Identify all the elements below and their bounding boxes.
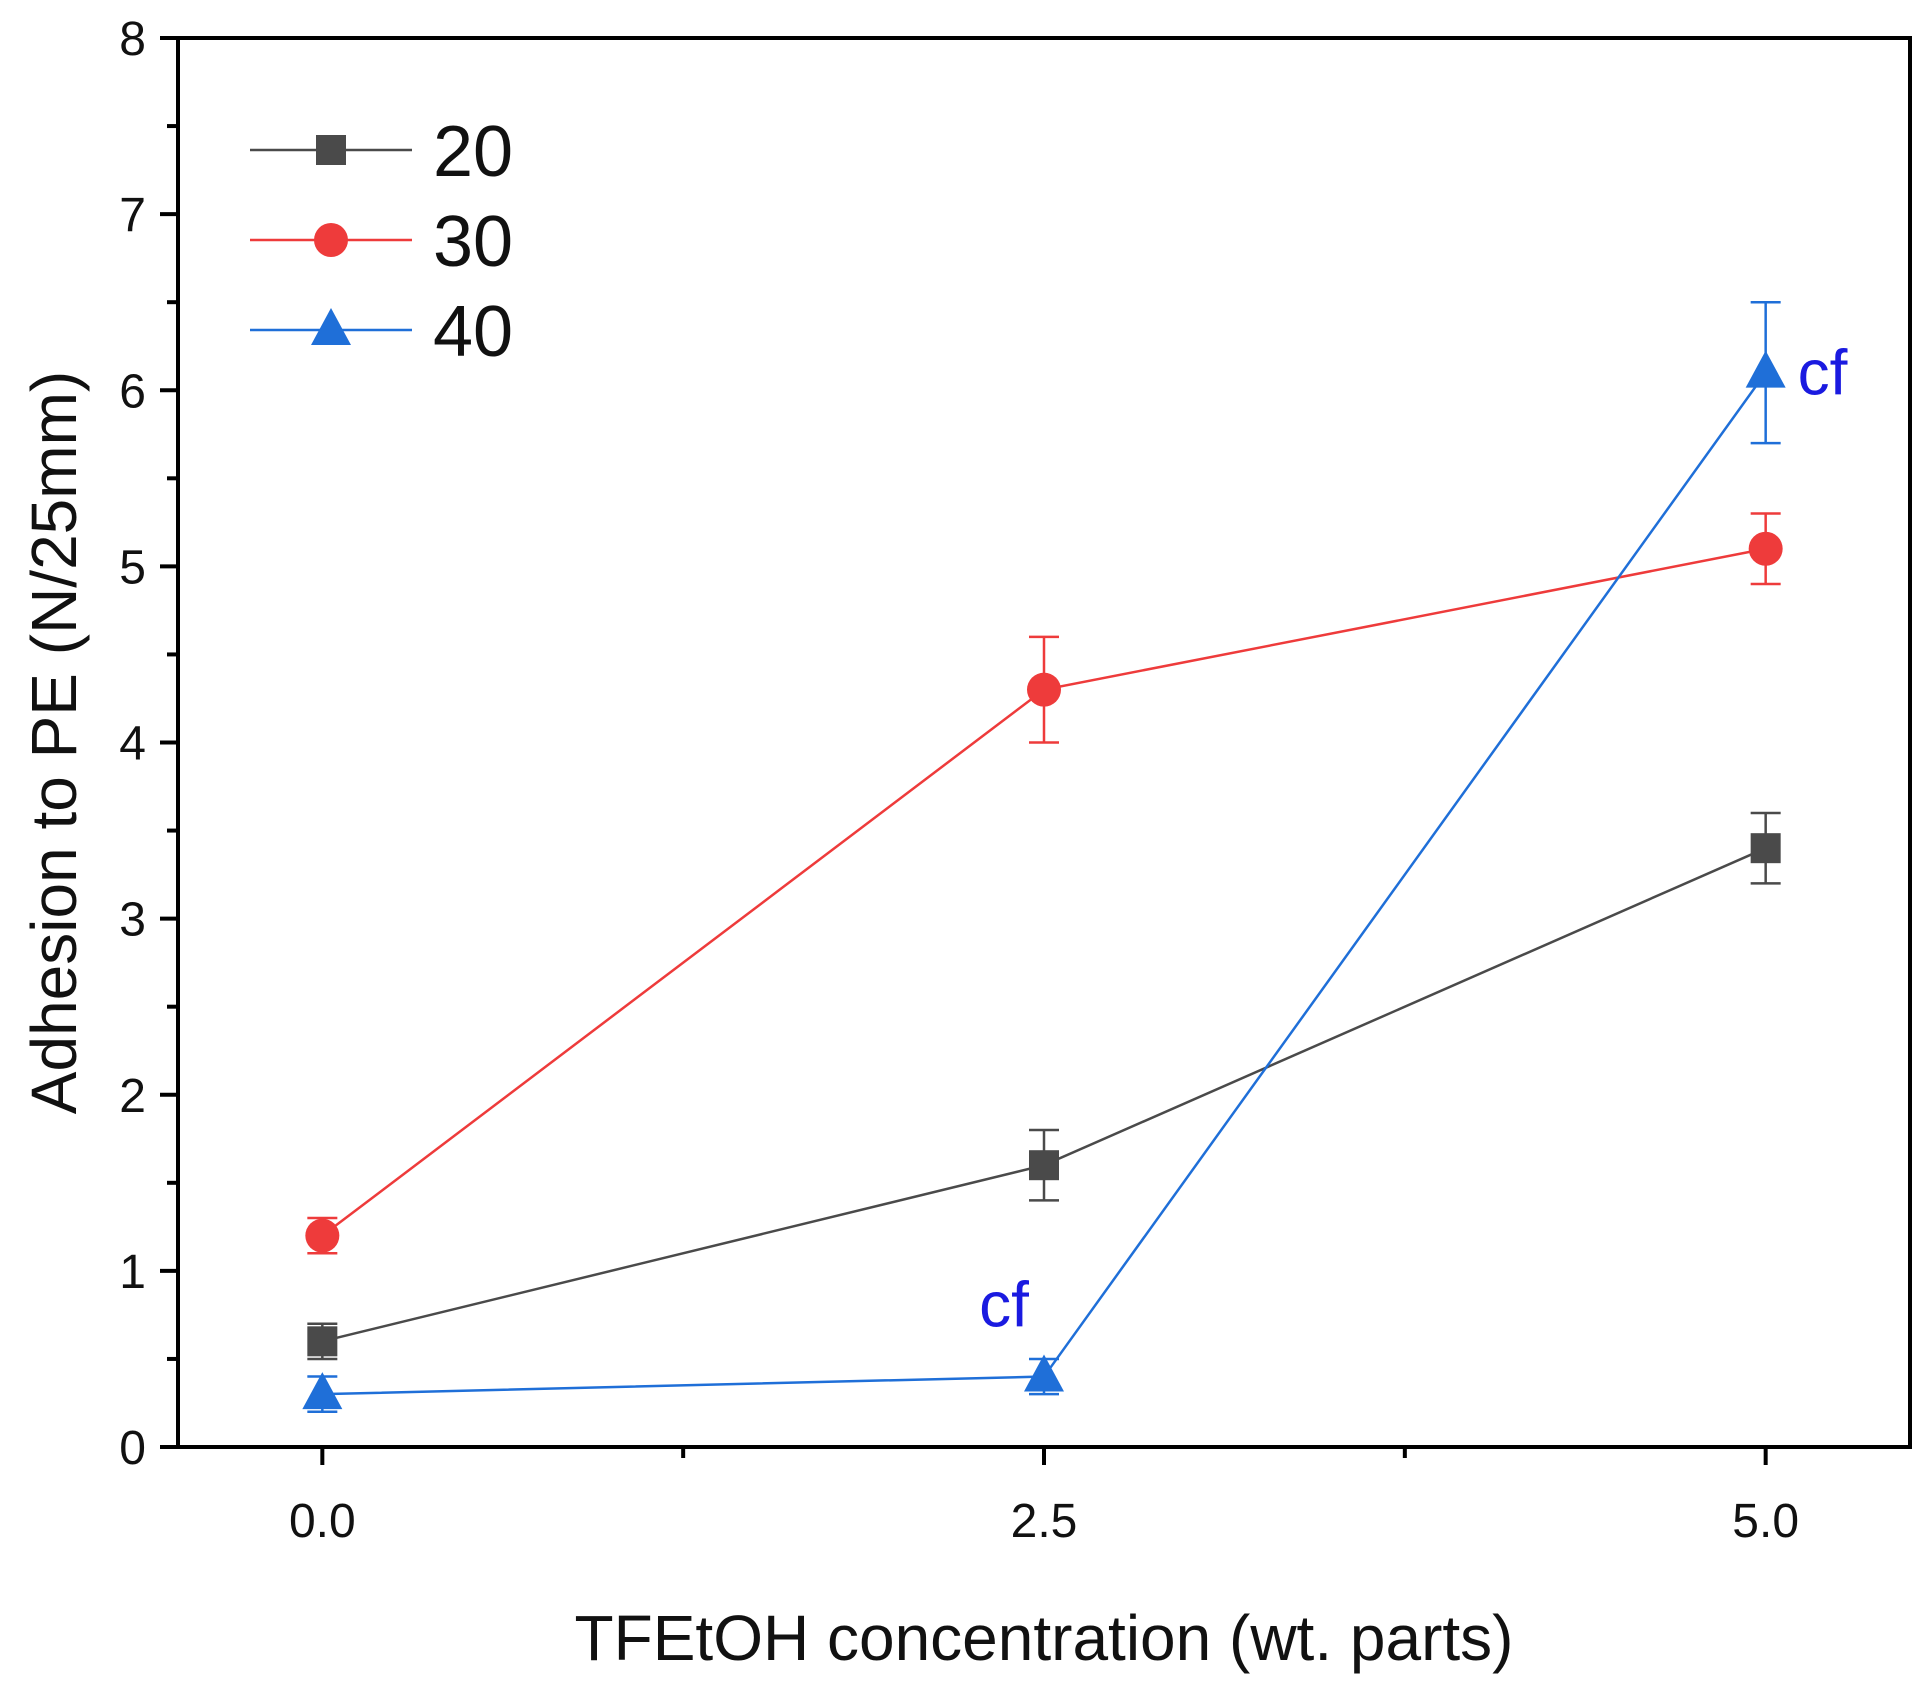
legend-label: 30 — [433, 202, 513, 282]
data-point-30 — [1027, 672, 1061, 707]
series-20 — [307, 811, 1781, 1361]
y-tick-label: 7 — [119, 189, 146, 242]
y-tick-label: 0 — [119, 1422, 146, 1475]
series-line-40 — [322, 371, 1767, 1396]
data-point-20 — [1750, 833, 1781, 864]
y-axis: 0 1 2 3 4 5 6 7 8 — [119, 13, 178, 1475]
y-axis-title: Adhesion to PE (N/25mm) — [18, 371, 90, 1114]
y-tick-label: 1 — [119, 1246, 146, 1299]
data-point-20 — [1029, 1150, 1059, 1181]
y-tick-label: 4 — [119, 718, 146, 771]
x-tick-label: 2.5 — [1011, 1495, 1078, 1548]
annotation-layer: cf cf — [979, 337, 1848, 1341]
data-point-30 — [1748, 531, 1783, 566]
data-point-40 — [1024, 1354, 1064, 1392]
x-axis: 0.0 2.5 5.0 — [289, 1447, 1799, 1548]
series-30 — [305, 512, 1783, 1255]
series-line-20 — [322, 847, 1767, 1343]
x-tick-label: 0.0 — [289, 1495, 356, 1548]
legend-item-20: 20 — [250, 112, 513, 192]
annotation-cf: cf — [1798, 337, 1848, 409]
series-layer — [302, 300, 1786, 1414]
legend-item-30: 30 — [250, 202, 513, 282]
legend-marker — [316, 135, 346, 165]
legend: 20 30 40 — [250, 112, 513, 372]
annotation-cf: cf — [979, 1269, 1029, 1341]
legend-item-40: 40 — [250, 292, 513, 372]
legend-label: 40 — [433, 292, 513, 372]
y-tick-label: 6 — [119, 365, 146, 418]
y-tick-label: 8 — [119, 13, 146, 66]
x-axis-title: TFEtOH concentration (wt. parts) — [575, 1602, 1514, 1674]
x-tick-label: 5.0 — [1732, 1495, 1799, 1548]
y-tick-label: 2 — [119, 1070, 146, 1123]
y-tick-label: 5 — [119, 541, 146, 594]
series-40 — [302, 300, 1786, 1414]
data-point-30 — [305, 1218, 340, 1253]
y-tick-label: 3 — [119, 894, 146, 947]
legend-marker — [314, 223, 348, 257]
legend-label: 20 — [433, 112, 513, 192]
data-point-40 — [302, 1372, 343, 1410]
data-point-40 — [1745, 350, 1786, 388]
data-point-20 — [307, 1326, 338, 1357]
legend-marker — [311, 308, 351, 345]
